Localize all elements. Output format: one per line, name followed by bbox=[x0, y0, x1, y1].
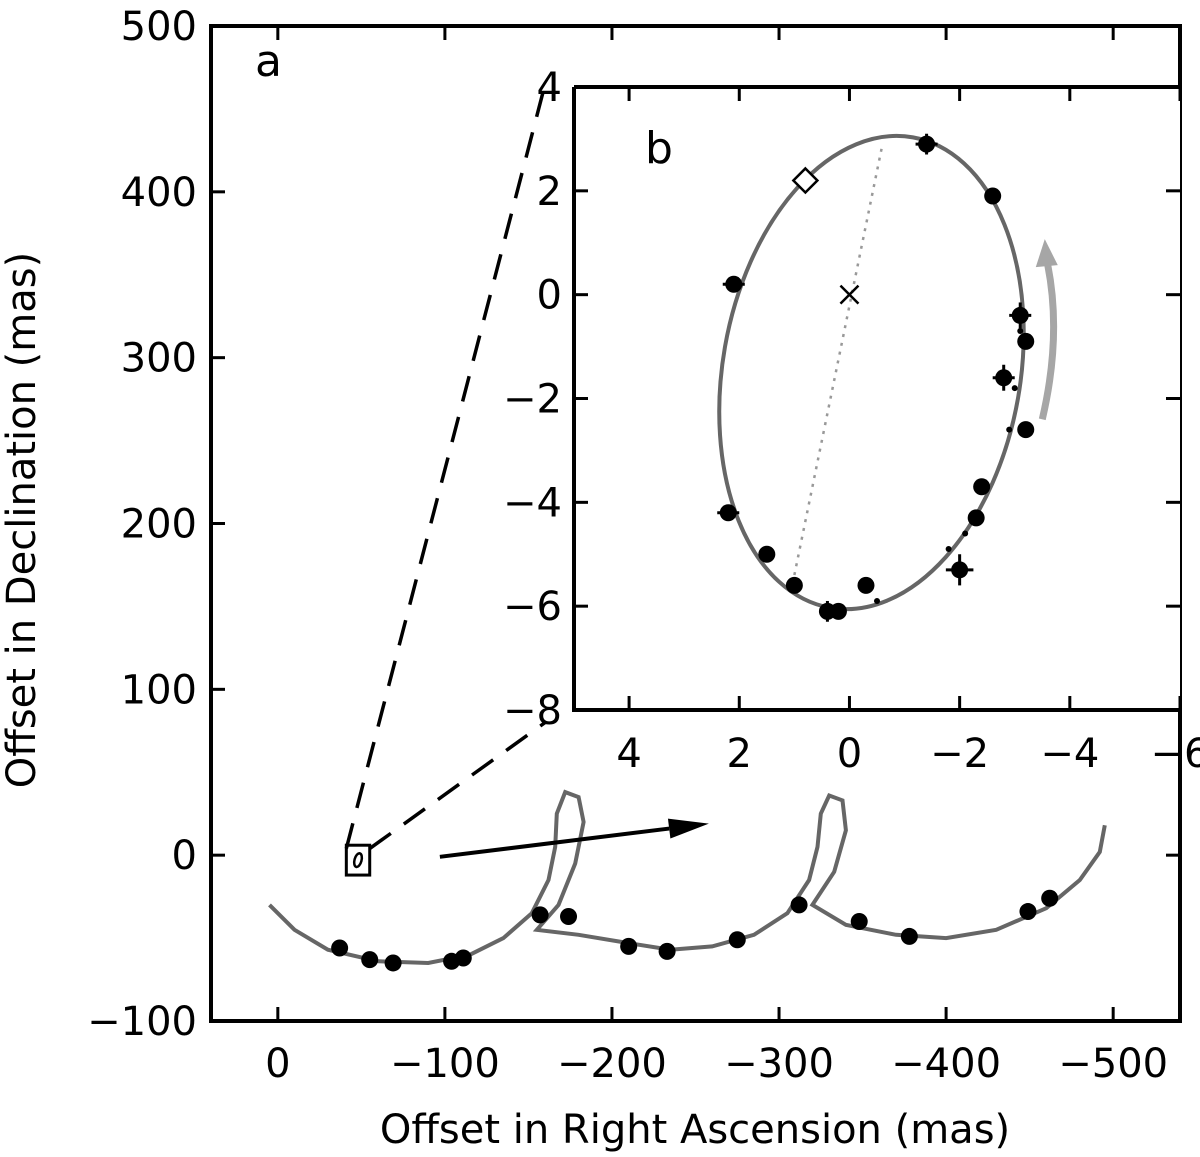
data-point bbox=[658, 942, 676, 960]
data-point bbox=[995, 369, 1013, 387]
data-point bbox=[620, 937, 638, 955]
data-point bbox=[361, 951, 379, 969]
data-point bbox=[560, 908, 578, 926]
panel-b-motion-arrow-head bbox=[1035, 239, 1058, 268]
zoom-line-upper bbox=[344, 83, 547, 849]
panel-b-data-points bbox=[717, 133, 1035, 622]
panel-b-letter: b bbox=[645, 123, 673, 174]
x-tick-label: −100 bbox=[390, 1041, 500, 1087]
panel-b-y-ticks: −8 −6 −4 −2 0 2 4 bbox=[503, 65, 1180, 734]
x-tick-label: −200 bbox=[557, 1041, 667, 1087]
panel-a-fit-curve bbox=[268, 789, 1107, 966]
y-tick-label: 0 bbox=[172, 833, 197, 879]
x-axis-label: Offset in Right Ascension (mas) bbox=[380, 1107, 1010, 1153]
data-point bbox=[758, 545, 776, 563]
y-tick-label: −100 bbox=[87, 999, 197, 1045]
small-data-point bbox=[1011, 385, 1018, 392]
panel-a: 0 −100 −200 −300 −400 −500 −10001002003004005… bbox=[0, 4, 1182, 1153]
b-y-tick-label: 0 bbox=[537, 273, 562, 319]
y-tick-label: 500 bbox=[121, 4, 197, 50]
data-point bbox=[531, 906, 549, 924]
panel-a-x-ticks: 0 −100 −200 −300 −400 −500 bbox=[265, 26, 1168, 1087]
x-tick-label: −300 bbox=[724, 1041, 834, 1087]
data-point bbox=[1017, 332, 1035, 350]
panel-a-letter: a bbox=[255, 36, 282, 87]
b-y-tick-label: −4 bbox=[503, 480, 562, 526]
data-point bbox=[984, 187, 1002, 205]
panel-b-open-diamond bbox=[791, 166, 820, 195]
b-y-tick-label: 2 bbox=[537, 169, 562, 215]
zoom-box bbox=[344, 843, 372, 877]
panel-b-motion-arrow-shaft bbox=[1038, 264, 1058, 421]
data-point bbox=[973, 478, 991, 496]
zoom-box-mini-orbit bbox=[352, 852, 364, 869]
small-data-point bbox=[874, 597, 880, 604]
x-tick-label: −400 bbox=[891, 1041, 1001, 1087]
y-tick-label: 300 bbox=[121, 336, 197, 382]
y-axis-label: Offset in Declination (mas) bbox=[0, 252, 45, 788]
small-data-point bbox=[945, 546, 952, 553]
data-point bbox=[857, 576, 875, 594]
data-point bbox=[384, 954, 402, 972]
b-y-tick-label: 4 bbox=[537, 65, 562, 111]
y-tick-label: 200 bbox=[121, 502, 197, 548]
panel-a-data-points bbox=[331, 889, 1059, 972]
data-point bbox=[728, 931, 746, 949]
b-y-tick-label: −8 bbox=[503, 688, 562, 734]
x-tick-label: 0 bbox=[265, 1041, 290, 1087]
b-x-tick-label: 2 bbox=[727, 731, 752, 777]
panel-b-center-marker bbox=[839, 284, 860, 305]
data-point bbox=[1041, 889, 1059, 907]
data-point bbox=[725, 275, 743, 293]
small-data-point bbox=[962, 530, 969, 537]
data-point bbox=[454, 949, 472, 967]
b-x-tick-label: −4 bbox=[1040, 731, 1099, 777]
center-x-stroke bbox=[839, 284, 860, 305]
b-x-tick-label: −6 bbox=[1151, 731, 1200, 777]
data-point bbox=[719, 504, 737, 522]
panel-b-background bbox=[574, 87, 1180, 710]
data-point bbox=[918, 135, 936, 153]
b-y-tick-label: −6 bbox=[503, 584, 562, 630]
b-x-tick-label: −2 bbox=[930, 731, 989, 777]
data-point bbox=[1017, 421, 1035, 439]
data-point bbox=[331, 939, 349, 957]
y-tick-label: 400 bbox=[121, 170, 197, 216]
proper-motion-arrow-head bbox=[667, 818, 709, 839]
zoom-line-lower bbox=[368, 721, 547, 850]
y-tick-label: 100 bbox=[121, 667, 197, 713]
data-point bbox=[1019, 903, 1037, 921]
data-point bbox=[951, 561, 969, 579]
b-x-tick-label: 4 bbox=[616, 731, 641, 777]
data-point bbox=[850, 913, 868, 930]
b-x-tick-label: 0 bbox=[837, 731, 862, 777]
b-y-tick-label: −2 bbox=[503, 377, 562, 423]
data-point bbox=[785, 576, 803, 594]
data-point bbox=[829, 602, 847, 620]
data-point bbox=[967, 509, 985, 527]
x-tick-label: −500 bbox=[1058, 1041, 1168, 1087]
data-point bbox=[1011, 306, 1029, 324]
small-data-point bbox=[1017, 328, 1024, 335]
data-point bbox=[900, 927, 918, 945]
proper-motion-arrow-shaft bbox=[439, 826, 670, 859]
data-point bbox=[790, 896, 808, 914]
panel-b-dotted-line bbox=[793, 143, 884, 576]
small-data-point bbox=[1006, 426, 1013, 433]
panel-b-x-ticks: 4 2 0 −2 −4 −6 bbox=[616, 87, 1200, 777]
panel-b: 4 2 0 −2 −4 −6 −8 −6 −4 −2 0 2 4 b bbox=[503, 65, 1200, 777]
